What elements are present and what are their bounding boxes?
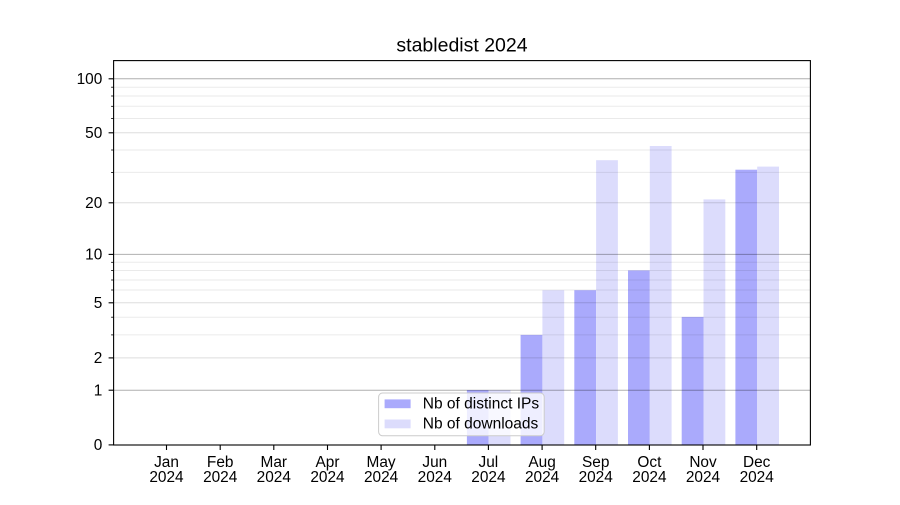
- svg-text:2: 2: [94, 350, 103, 367]
- svg-text:50: 50: [85, 125, 102, 142]
- svg-text:Oct: Oct: [637, 454, 662, 471]
- svg-text:2024: 2024: [632, 469, 667, 486]
- svg-text:2024: 2024: [471, 469, 506, 486]
- svg-text:Mar: Mar: [261, 454, 288, 471]
- svg-text:Aug: Aug: [528, 454, 555, 471]
- svg-text:2024: 2024: [149, 469, 184, 486]
- svg-text:Apr: Apr: [316, 454, 340, 471]
- svg-text:Nov: Nov: [689, 454, 717, 471]
- svg-text:2024: 2024: [203, 469, 238, 486]
- svg-text:2024: 2024: [257, 469, 292, 486]
- svg-text:20: 20: [85, 195, 102, 212]
- svg-text:10: 10: [85, 247, 102, 264]
- svg-text:Nb of downloads: Nb of downloads: [423, 416, 539, 433]
- svg-text:stabledist 2024: stabledist 2024: [396, 35, 527, 57]
- svg-text:2024: 2024: [364, 469, 399, 486]
- svg-text:2024: 2024: [310, 469, 345, 486]
- svg-text:100: 100: [77, 71, 103, 88]
- svg-text:2024: 2024: [418, 469, 453, 486]
- svg-text:2024: 2024: [579, 469, 614, 486]
- svg-text:Dec: Dec: [743, 454, 771, 471]
- svg-text:Jun: Jun: [422, 454, 447, 471]
- svg-text:2024: 2024: [525, 469, 560, 486]
- svg-text:May: May: [367, 454, 396, 471]
- svg-text:Jul: Jul: [479, 454, 499, 471]
- svg-text:0: 0: [94, 437, 103, 454]
- svg-text:Jan: Jan: [154, 454, 179, 471]
- svg-text:5: 5: [94, 295, 103, 312]
- svg-text:1: 1: [94, 383, 103, 400]
- svg-text:Feb: Feb: [207, 454, 234, 471]
- svg-text:Sep: Sep: [582, 454, 609, 471]
- svg-text:2024: 2024: [686, 469, 721, 486]
- svg-text:2024: 2024: [740, 469, 775, 486]
- svg-text:Nb of distinct IPs: Nb of distinct IPs: [423, 396, 540, 413]
